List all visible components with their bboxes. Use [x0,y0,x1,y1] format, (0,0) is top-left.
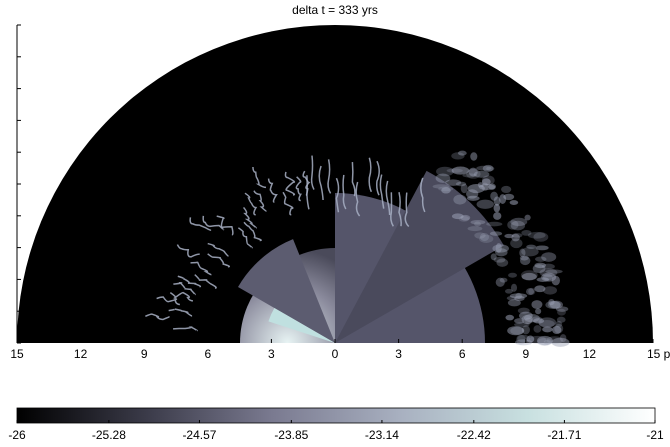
x-tick-label: 12 [583,347,597,361]
x-tick-label: 15 pc [647,347,670,361]
turbulence [528,232,546,239]
turbulence [492,244,509,252]
turbulence [531,300,542,309]
x-tick-label: 0 [332,347,339,361]
turbulence [496,278,505,287]
turbulence [474,222,481,227]
colorbar-label: -25.28 [92,428,126,442]
turbulence [554,324,563,334]
turbulence [507,326,524,335]
turbulence [557,317,566,323]
turbulence [520,256,530,265]
turbulence [535,256,547,261]
turbulence [468,184,485,193]
x-tick-label: 9 [141,347,148,361]
turbulence [519,312,533,320]
colorbar [17,408,655,423]
turbulence [522,325,530,334]
x-tick-label: 3 [395,347,402,361]
turbulence [526,245,536,249]
colorbar-label: -23.85 [274,428,308,442]
x-tick-label: 6 [204,347,211,361]
x-tick-label: 6 [459,347,466,361]
turbulence [537,277,549,282]
turbulence [458,151,467,156]
turbulence [535,308,541,314]
x-tick-label: 15 [10,347,24,361]
turbulence [521,270,538,280]
colorbar-label: -21.71 [547,428,581,442]
colorbar-label: -23.14 [365,428,399,442]
turbulence [477,200,494,209]
turbulence [508,299,521,306]
turbulence [476,166,491,171]
turbulence [543,286,557,294]
turbulence [447,169,463,173]
turbulence [560,334,567,342]
chart: delta t = 333 yrs 15 12 9 6 3 0 3 6 9 12 15 pc -26 -… [0,0,670,447]
turbulence [557,309,566,316]
turbulence [496,258,508,266]
turbulence [505,315,514,321]
turbulence [505,289,513,294]
turbulence [503,194,514,200]
chart-title: delta t = 333 yrs [292,3,378,17]
turbulence [460,215,470,221]
colorbar-label: -21 [646,428,664,442]
turbulence [438,187,453,192]
turbulence [480,233,489,241]
turbulence [467,196,480,201]
turbulence [493,212,501,220]
x-tick-label: 3 [268,347,275,361]
turbulence [491,253,497,260]
turbulence [501,186,511,193]
turbulence [494,196,501,205]
turbulence [470,152,477,160]
x-tick-label: 9 [522,347,529,361]
turbulence [526,336,534,343]
turbulence [469,168,478,177]
turbulence [436,173,451,182]
turbulence [453,195,466,205]
turbulence [468,226,483,231]
turbulence [550,301,563,309]
turbulence [542,264,555,270]
turbulence [490,231,502,235]
colorbar-label: -22.42 [457,428,491,442]
x-tick-label: 12 [74,347,88,361]
turbulence [552,276,560,286]
turbulence [488,184,496,190]
turbulence [456,182,466,187]
turbulence [535,245,548,250]
turbulence [510,238,522,248]
turbulence [486,222,502,227]
turbulence [537,336,553,345]
turbulence [510,200,519,205]
plot-area [17,25,653,347]
turbulence [539,320,555,328]
turbulence [526,288,534,295]
turbulence [534,325,542,333]
colorbar-label: -24.57 [182,428,216,442]
turbulence [504,234,513,238]
turbulence [508,273,517,278]
turbulence [507,220,518,230]
colorbar-label: -26 [8,428,26,442]
